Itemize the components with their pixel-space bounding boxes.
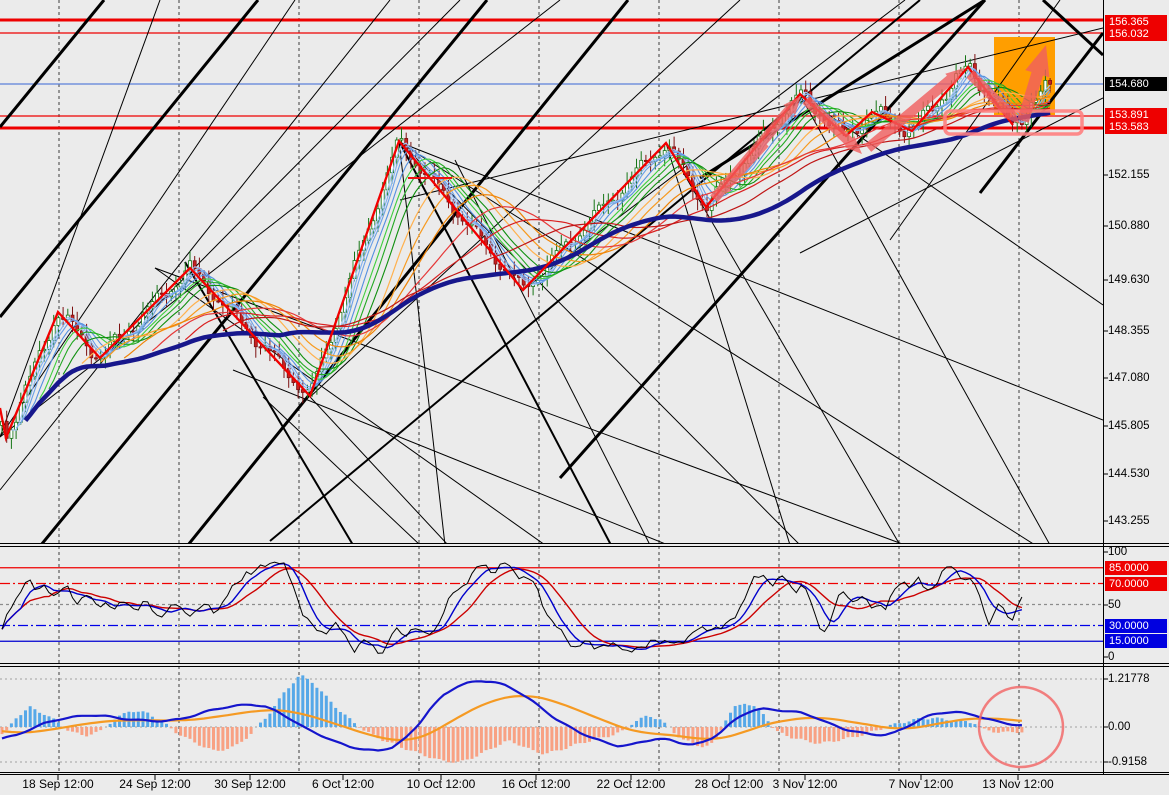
time-axis-label: 10 Oct 12:00 bbox=[406, 777, 476, 791]
price-level-tag: 153.891 bbox=[1105, 108, 1167, 122]
axis-scale-label: -0.9158 bbox=[1108, 756, 1148, 768]
axis-scale-label: 0.00 bbox=[1108, 721, 1131, 733]
axis-scale-label: 147.080 bbox=[1108, 372, 1150, 384]
ma-ribbon bbox=[11, 66, 1051, 431]
macd-panel bbox=[0, 666, 1103, 772]
axis-scale-label: 148.355 bbox=[1108, 325, 1150, 337]
candles bbox=[0, 54, 1052, 449]
price-level-tag: 85.0000 bbox=[1105, 561, 1167, 575]
axis-scale-label: 145.805 bbox=[1108, 420, 1150, 432]
axis-scale-label: 1.21778 bbox=[1108, 673, 1150, 685]
axis-scale-label: 149.630 bbox=[1108, 274, 1150, 286]
macd-main-line bbox=[1, 680, 1022, 752]
time-axis-label: 6 Oct 12:00 bbox=[311, 777, 375, 791]
red-circle-annotation[interactable] bbox=[977, 685, 1065, 769]
axis-scale-label: 152.155 bbox=[1108, 169, 1150, 181]
time-axis-label: 18 Sep 12:00 bbox=[22, 777, 94, 791]
time-axis-label: 28 Oct 12:00 bbox=[694, 777, 764, 791]
price-level-tag: 70.0000 bbox=[1105, 577, 1167, 591]
time-axis-label: 13 Nov 12:00 bbox=[982, 777, 1054, 791]
axis-scale-label: 50 bbox=[1108, 599, 1121, 611]
axis-scale-label: 0 bbox=[1108, 651, 1115, 663]
axis-scale-label: 143.255 bbox=[1108, 515, 1150, 527]
time-axis-label: 24 Sep 12:00 bbox=[119, 777, 191, 791]
price-level-tag: 153.583 bbox=[1105, 120, 1167, 134]
axis-scale-label: 150.880 bbox=[1108, 220, 1150, 232]
time-axis-label: 22 Oct 12:00 bbox=[596, 777, 666, 791]
price-level-tag: 15.0000 bbox=[1105, 634, 1167, 648]
time-axis-label: 16 Oct 12:00 bbox=[501, 777, 571, 791]
time-axis-label: 7 Nov 12:00 bbox=[888, 777, 954, 791]
main-price-panel bbox=[0, 0, 1103, 543]
price-level-tag: 30.0000 bbox=[1105, 619, 1167, 633]
trend-arrows[interactable] bbox=[710, 45, 1050, 203]
price-level-tag: 156.032 bbox=[1105, 27, 1167, 41]
axis-scale-label: 144.530 bbox=[1108, 468, 1150, 480]
price-level-tag: 156.365 bbox=[1105, 15, 1167, 29]
oscillator-panel bbox=[0, 546, 1103, 663]
time-axis-label: 3 Nov 12:00 bbox=[772, 777, 838, 791]
time-axis-label: 30 Sep 12:00 bbox=[214, 777, 286, 791]
axis-scale-label: 100 bbox=[1108, 546, 1128, 558]
slow-ma-line bbox=[23, 110, 1051, 423]
price-level-tag: 154.680 bbox=[1105, 77, 1167, 91]
